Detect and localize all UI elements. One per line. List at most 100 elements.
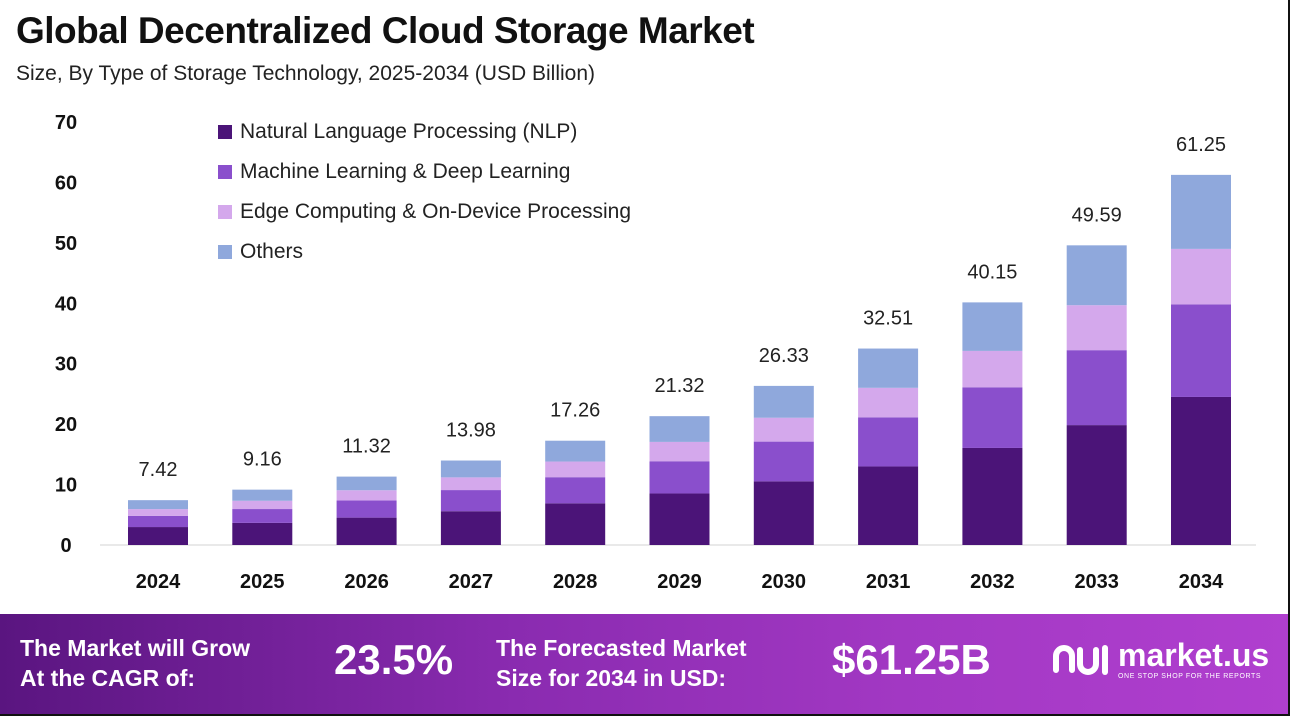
- legend-label: Machine Learning & Deep Learning: [240, 160, 571, 183]
- bar-segment-others: [1066, 245, 1127, 306]
- x-tick-label: 2027: [449, 571, 494, 593]
- bar-total-label: 61.25: [1176, 134, 1226, 156]
- bar-segment-others: [649, 416, 710, 442]
- bar-segment-others: [128, 500, 188, 510]
- bar-segment-edge: [753, 417, 814, 442]
- bar-segment-edge: [336, 490, 397, 501]
- y-tick-label: 60: [55, 172, 77, 194]
- bar-total-label: 13.98: [446, 420, 496, 442]
- logo-name: market.us: [1118, 637, 1270, 673]
- bar-segment-ml: [545, 477, 606, 504]
- legend-item-nlp: Natural Language Processing (NLP): [218, 112, 631, 152]
- bar-segment-edge: [545, 461, 606, 478]
- y-axis-tick-labels: 0 10 20 30 40 50 60 70: [55, 112, 77, 557]
- y-tick-label: 70: [55, 112, 77, 134]
- cagr-label-line2: At the CAGR of:: [20, 665, 196, 691]
- bar-segment-others: [858, 348, 919, 388]
- bar-segment-edge: [232, 500, 293, 510]
- bar-total-label: 40.15: [967, 261, 1017, 283]
- market-us-logo-icon: [1053, 645, 1108, 675]
- bar-segment-ml: [962, 387, 1023, 448]
- y-tick-label: 40: [55, 293, 77, 315]
- bar-segment-others: [545, 440, 606, 462]
- x-tick-label: 2024: [136, 571, 181, 593]
- bar-total-label: 11.32: [342, 436, 391, 458]
- legend-label: Natural Language Processing (NLP): [240, 120, 578, 143]
- legend-swatch: [218, 205, 232, 219]
- bar-segment-nlp: [440, 511, 501, 545]
- chart-legend: Natural Language Processing (NLP) Machin…: [218, 112, 631, 272]
- bar-stacks: [128, 174, 1231, 545]
- bar-segment-nlp: [128, 527, 188, 545]
- bar-segment-edge: [858, 387, 919, 418]
- bar-segment-nlp: [962, 447, 1023, 545]
- bar-segment-edge: [1066, 305, 1127, 351]
- bar-segment-others: [1171, 174, 1231, 249]
- legend-item-ml: Machine Learning & Deep Learning: [218, 152, 631, 192]
- bar-segment-nlp: [858, 466, 919, 545]
- footer-banner: The Market will Grow At the CAGR of: 23.…: [0, 614, 1288, 714]
- bar-segment-ml: [858, 417, 919, 467]
- cagr-label-line1: The Market will Grow: [20, 635, 251, 661]
- bar-total-label: 17.26: [550, 400, 600, 422]
- bar-segment-ml: [1171, 304, 1231, 397]
- x-tick-label: 2031: [866, 571, 911, 593]
- cagr-value: 23.5%: [334, 636, 454, 683]
- bar-segment-others: [232, 489, 293, 501]
- bar-segment-edge: [962, 350, 1023, 388]
- y-tick-label: 20: [55, 414, 77, 436]
- bar-total-label: 9.16: [243, 449, 282, 471]
- bar-segment-nlp: [232, 522, 293, 545]
- bar-segment-others: [440, 460, 501, 478]
- bar-total-labels: 7.42 9.16 11.32 13.98 17.26 21.32 26.33 32.51 40…: [139, 134, 1227, 481]
- x-tick-label: 2028: [553, 571, 598, 593]
- bar-segment-edge: [1171, 248, 1231, 305]
- bar-segment-nlp: [336, 517, 397, 545]
- legend-swatch: [218, 245, 232, 259]
- chart-subtitle: Size, By Type of Storage Technology, 202…: [16, 62, 595, 85]
- bar-segment-ml: [440, 490, 501, 512]
- bar-total-label: 26.33: [759, 345, 809, 367]
- x-tick-label: 2026: [344, 571, 389, 593]
- bar-total-label: 32.51: [863, 308, 913, 330]
- bar-segment-nlp: [753, 481, 814, 545]
- bar-total-label: 7.42: [139, 459, 178, 481]
- logo-tagline: ONE STOP SHOP FOR THE REPORTS: [1118, 673, 1262, 680]
- bar-segment-ml: [1066, 350, 1127, 426]
- bar-segment-ml: [232, 509, 293, 523]
- bar-segment-others: [336, 476, 397, 491]
- legend-swatch: [218, 165, 232, 179]
- y-tick-label: 10: [55, 475, 77, 497]
- y-tick-label: 0: [60, 535, 71, 557]
- y-tick-label: 30: [55, 354, 77, 376]
- bar-segment-nlp: [1171, 396, 1231, 545]
- x-axis-tick-labels: 2024 2025 2026 2027 2028 2029 2030 2031 2032 2033…: [136, 571, 1224, 593]
- x-tick-label: 2030: [762, 571, 807, 593]
- cagr-label: The Market will Grow At the CAGR of:: [20, 633, 250, 693]
- bar-segment-edge: [440, 477, 501, 491]
- market-us-logo: market.us ONE STOP SHOP FOR THE REPORTS: [1052, 638, 1269, 682]
- chart-title: Global Decentralized Cloud Storage Marke…: [16, 10, 755, 51]
- legend-label: Others: [240, 240, 304, 263]
- bar-total-label: 21.32: [654, 375, 704, 397]
- bar-segment-ml: [336, 500, 397, 518]
- forecast-value: $61.25B: [832, 636, 991, 683]
- y-tick-label: 50: [55, 233, 77, 255]
- x-tick-label: 2034: [1179, 571, 1224, 593]
- legend-swatch: [218, 125, 232, 139]
- bar-segment-ml: [753, 441, 814, 482]
- bar-segment-nlp: [649, 493, 710, 545]
- bar-segment-nlp: [545, 503, 606, 545]
- legend-label: Edge Computing & On-Device Processing: [240, 200, 632, 223]
- x-tick-label: 2032: [970, 571, 1015, 593]
- x-tick-label: 2025: [240, 571, 285, 593]
- bar-segment-others: [753, 385, 814, 418]
- legend-item-edge: Edge Computing & On-Device Processing: [218, 192, 631, 232]
- bar-segment-ml: [649, 461, 710, 494]
- bar-segment-nlp: [1066, 425, 1127, 545]
- legend-item-others: Others: [218, 232, 631, 272]
- forecast-label-line2: Size for 2034 in USD:: [496, 665, 727, 691]
- x-tick-label: 2029: [657, 571, 702, 593]
